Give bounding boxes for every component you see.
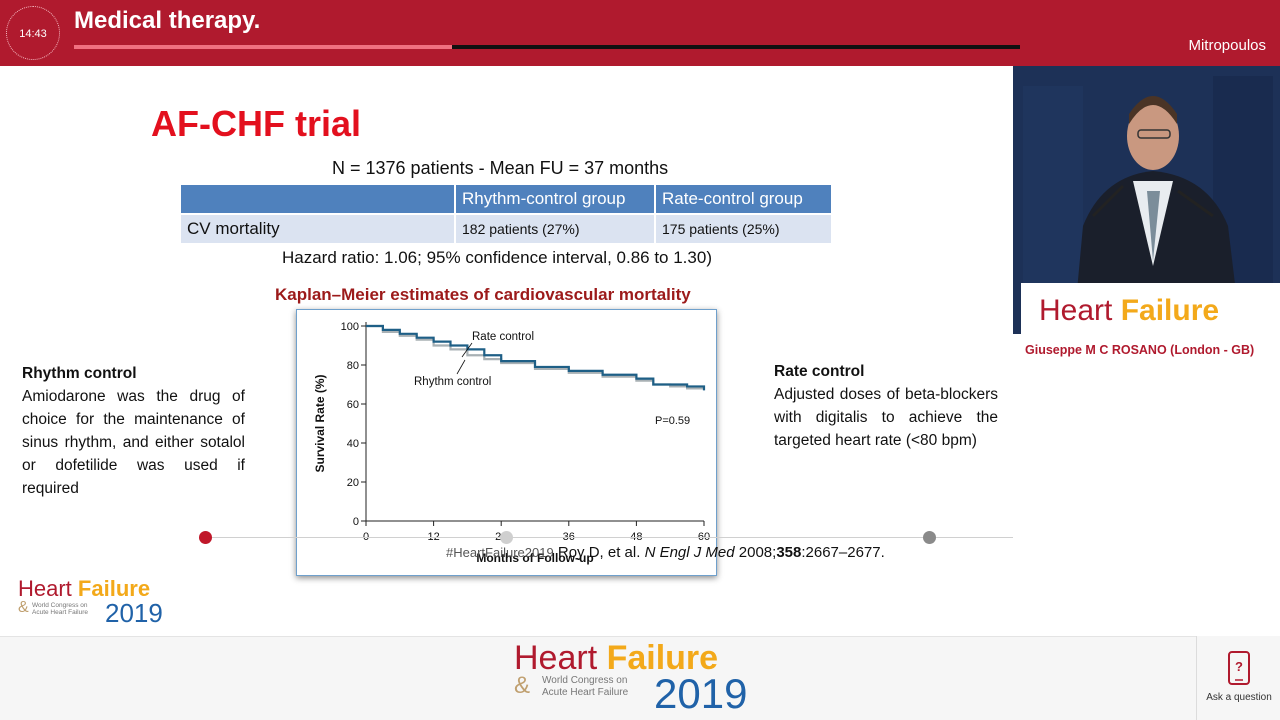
series-pointer-rate <box>461 342 473 358</box>
heart-failure-logo: Heart Failure & World Congress on Acute … <box>18 577 188 629</box>
citation-volume: 358 <box>776 544 802 561</box>
rhythm-control-description: Rhythm control Amiodarone was the drug o… <box>22 362 245 500</box>
chart-title: Kaplan–Meier estimates of cardiovascular… <box>275 285 691 304</box>
y-tick-label: 60 <box>347 399 359 411</box>
bottom-bar <box>0 636 1280 720</box>
citation: #HeartFailure2019 Roy D, et al. N Engl J… <box>446 544 885 561</box>
table-header-cell: Rate-control group <box>656 185 831 213</box>
rate-control-heading: Rate control <box>774 363 865 380</box>
elapsed-time: 14:43 <box>6 6 60 60</box>
table-row: CV mortality 182 patients (27%) 175 pati… <box>181 215 831 243</box>
logo-line-1: World Congress on <box>32 602 88 609</box>
timeline-dot-current[interactable] <box>199 531 212 544</box>
svg-text:?: ? <box>1235 659 1243 674</box>
banner-failure-word: Failure <box>1120 294 1220 327</box>
slide-title: AF-CHF trial <box>151 103 361 144</box>
series-label-rate: Rate control <box>472 331 534 343</box>
p-value-annotation: P=0.59 <box>655 415 690 427</box>
citation-pages: :2667–2677. <box>801 544 885 561</box>
congress-failure-word: Failure <box>606 639 719 677</box>
phone-question-icon: ? <box>1228 651 1250 685</box>
citation-journal: N Engl J Med <box>644 544 735 561</box>
series-pointer-rhythm <box>456 359 466 375</box>
speaker-caption: Giuseppe M C ROSANO (London - GB) <box>1025 343 1255 357</box>
speaker-name: Mitropoulos <box>1188 37 1266 54</box>
series-label-rhythm: Rhythm control <box>414 376 491 388</box>
y-tick-label: 0 <box>353 516 359 528</box>
logo-line-2: Acute Heart Failure <box>32 609 88 616</box>
rate-control-text: Adjusted doses of beta-blockers with dig… <box>774 386 998 449</box>
citation-authors: Roy D, et al. <box>557 544 641 561</box>
congress-logo: Heart Failure & World Congress on Acute … <box>514 640 769 718</box>
progress-bar <box>74 45 1020 49</box>
table-header-row: Rhythm-control group Rate-control group <box>181 185 831 213</box>
km-chart-svg: 02040608010001224364860Months of Follow-… <box>313 321 710 565</box>
y-tick-label: 80 <box>347 360 359 372</box>
km-series-line <box>366 324 706 391</box>
congress-heart-word: Heart <box>514 639 598 677</box>
section-title: Medical therapy. <box>74 7 261 34</box>
rhythm-control-text: Amiodarone was the drug of choice for th… <box>22 388 245 497</box>
congress-ampersand: & <box>514 672 531 699</box>
y-tick-label: 40 <box>347 438 359 450</box>
speaker-banner: Heart Failure <box>1021 283 1280 335</box>
slide-timeline <box>205 537 1013 538</box>
table-cell: 175 patients (25%) <box>656 215 831 243</box>
table-cell: 182 patients (27%) <box>456 215 654 243</box>
table-header-cell: Rhythm-control group <box>456 185 654 213</box>
x-axis-label: Months of Follow-up <box>476 551 593 565</box>
banner-heart-word: Heart <box>1039 294 1113 327</box>
congress-line-1: World Congress on <box>542 675 628 686</box>
slide-subtitle: N = 1376 patients - Mean FU = 37 months <box>332 158 669 178</box>
logo-failure-word: Failure <box>77 576 151 601</box>
y-axis-label: Survival Rate (%) <box>313 374 327 472</box>
congress-year: 2019 <box>654 670 748 717</box>
ask-question-button[interactable]: ? Ask a question <box>1196 636 1280 720</box>
logo-heart-word: Heart <box>18 576 72 601</box>
timeline-dot[interactable] <box>500 531 513 544</box>
y-tick-label: 20 <box>347 477 359 489</box>
hazard-ratio: Hazard ratio: 1.06; 95% confidence inter… <box>282 248 712 267</box>
results-table: Rhythm-control group Rate-control group … <box>179 183 833 245</box>
congress-line-2: Acute Heart Failure <box>542 687 629 698</box>
timeline-dot[interactable] <box>923 531 936 544</box>
y-tick-label: 100 <box>341 321 359 333</box>
rhythm-control-heading: Rhythm control <box>22 365 137 382</box>
logo-year: 2019 <box>105 598 163 628</box>
table-cell: CV mortality <box>181 215 454 243</box>
ask-question-label: Ask a question <box>1206 692 1272 703</box>
rate-control-description: Rate control Adjusted doses of beta-bloc… <box>774 360 998 452</box>
progress-fill <box>74 45 453 49</box>
logo-ampersand: & <box>18 599 29 616</box>
citation-year: 2008; <box>738 544 777 561</box>
table-header-cell <box>181 185 454 213</box>
top-bar: 14:43 Medical therapy. Mitropoulos <box>0 0 1280 66</box>
citation-hashtag: #HeartFailure2019 <box>446 545 554 560</box>
